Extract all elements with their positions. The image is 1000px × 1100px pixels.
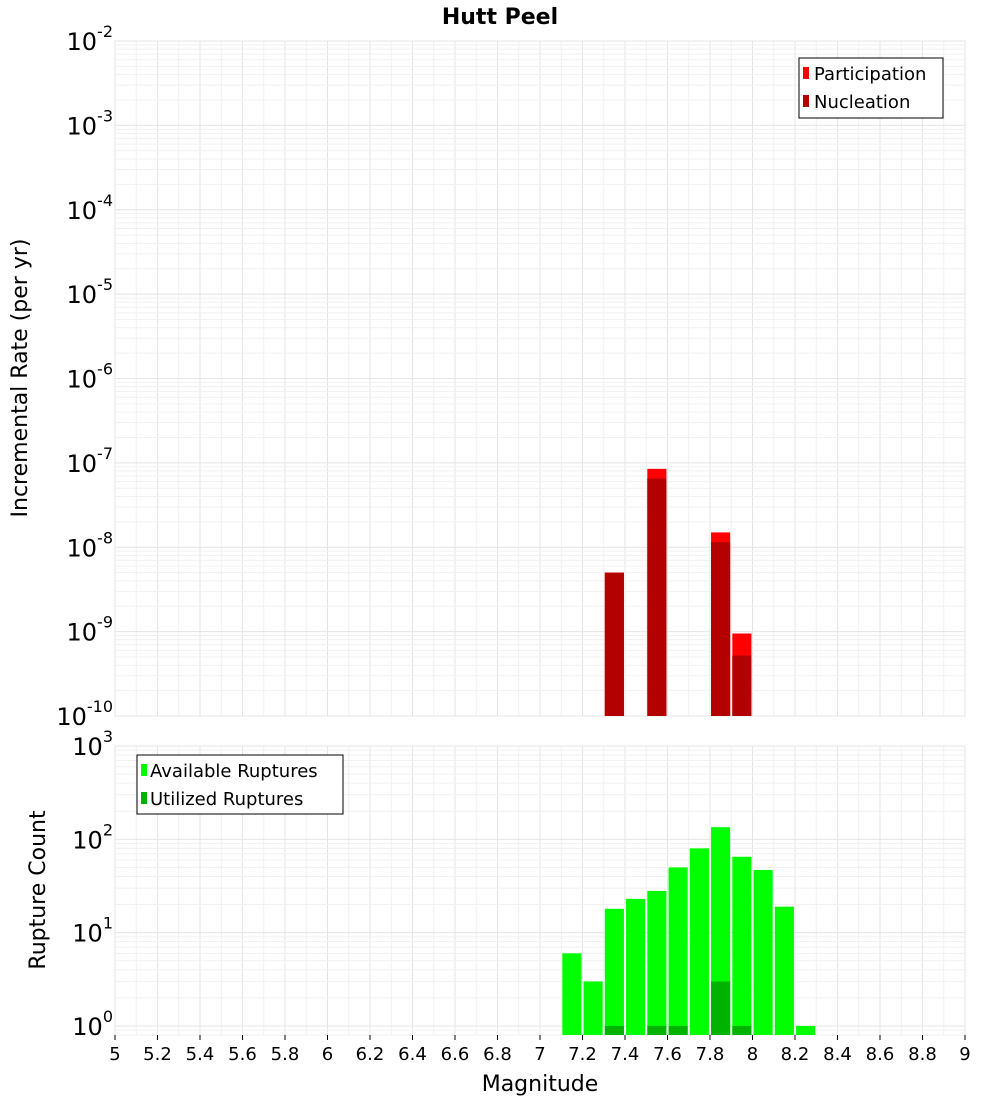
count-bar-available-ruptures — [796, 1025, 816, 1035]
x-tick-label: 9 — [959, 1044, 970, 1065]
rate-bar-nucleation — [604, 572, 624, 716]
count-bar-utilized-ruptures — [711, 981, 731, 1035]
count-bar-available-ruptures — [689, 848, 709, 1035]
rate-legend: Participation Nucleation — [798, 57, 944, 119]
count-bar-available-ruptures — [753, 869, 773, 1035]
x-tick-label: 6.2 — [356, 1044, 385, 1065]
count-bar-available-ruptures — [604, 908, 624, 1035]
y-tick-label: 100 — [72, 1007, 113, 1041]
x-tick-label: 6.8 — [483, 1044, 512, 1065]
count-bar-available-ruptures — [668, 867, 688, 1035]
x-tick-label: 7.6 — [653, 1044, 682, 1065]
x-tick-label: 8.8 — [908, 1044, 937, 1065]
y-tick-label: 101 — [72, 914, 113, 948]
rate-bar-nucleation — [647, 478, 667, 716]
y-tick-label: 103 — [72, 727, 113, 761]
x-tick-label: 8 — [747, 1044, 758, 1065]
x-tick-label: 5.2 — [143, 1044, 172, 1065]
y-tick-label: 10-9 — [67, 613, 114, 647]
x-tick-label: 5.8 — [271, 1044, 300, 1065]
legend-swatch-available — [141, 764, 147, 776]
rate-y-axis-label: Incremental Rate (per yr) — [8, 239, 33, 518]
count-plot-x-ticks: 5 5.2 5.4 5.6 5.8 6 6.2 6.4 6.6 6.8 7 7.2 7.4 7.6 7.8 8… — [109, 1035, 971, 1065]
rate-bar-nucleation — [711, 542, 731, 716]
count-bar-utilized-ruptures — [668, 1025, 688, 1035]
x-tick-label: 6.4 — [398, 1044, 427, 1065]
legend-swatch-participation — [803, 67, 809, 79]
y-tick-label: 10-8 — [67, 528, 114, 562]
count-bar-utilized-ruptures — [647, 1025, 667, 1035]
legend-label-available: Available Ruptures — [150, 761, 318, 782]
x-tick-label: 5.6 — [228, 1044, 257, 1065]
y-tick-label: 10-4 — [67, 191, 114, 225]
count-bar-available-ruptures — [647, 890, 667, 1035]
legend-label-utilized: Utilized Ruptures — [150, 789, 303, 810]
x-tick-label: 5 — [109, 1044, 120, 1065]
count-bar-available-ruptures — [562, 953, 582, 1035]
chart-title: Hutt Peel — [442, 5, 558, 30]
x-tick-label: 6 — [322, 1044, 333, 1065]
y-tick-label: 10-3 — [67, 106, 114, 140]
legend-swatch-utilized — [141, 792, 147, 804]
count-plot-bars — [562, 827, 816, 1035]
rate-bar-nucleation — [732, 655, 752, 716]
x-tick-label: 7.2 — [568, 1044, 597, 1065]
y-tick-label: 102 — [72, 820, 113, 854]
y-tick-label: 10-10 — [56, 697, 113, 731]
y-tick-label: 10-2 — [67, 22, 114, 56]
x-tick-label: 8.6 — [866, 1044, 895, 1065]
rate-plot-bars — [604, 468, 752, 716]
count-legend: Available Ruptures Utilized Ruptures — [136, 754, 344, 815]
x-tick-label: 7.8 — [696, 1044, 725, 1065]
count-bar-utilized-ruptures — [604, 1025, 624, 1035]
x-tick-label: 8.2 — [781, 1044, 810, 1065]
count-bar-utilized-ruptures — [732, 1025, 752, 1035]
rate-plot-y-ticks: 10-10 10-9 10-8 10-7 10-6 10-5 10-4 10-3 10-2 — [56, 22, 113, 731]
count-bar-available-ruptures — [583, 981, 603, 1035]
x-axis-label: Magnitude — [482, 1072, 599, 1097]
count-y-axis-label: Rupture Count — [26, 810, 51, 970]
y-tick-label: 10-7 — [67, 444, 114, 478]
count-bar-available-ruptures — [732, 856, 752, 1035]
count-plot-y-ticks: 100 101 102 103 — [72, 727, 113, 1041]
legend-swatch-nucleation — [803, 95, 809, 107]
rate-plot-grid — [114, 40, 966, 717]
legend-label-participation: Participation — [814, 64, 926, 85]
count-bar-available-ruptures — [626, 898, 646, 1035]
x-tick-label: 8.4 — [823, 1044, 852, 1065]
y-tick-label: 10-6 — [67, 360, 114, 394]
x-tick-label: 6.6 — [441, 1044, 470, 1065]
y-tick-label: 10-5 — [67, 275, 114, 309]
legend-label-nucleation: Nucleation — [814, 92, 910, 113]
x-tick-label: 7 — [534, 1044, 545, 1065]
x-tick-label: 5.4 — [186, 1044, 215, 1065]
count-bar-available-ruptures — [774, 906, 794, 1035]
x-tick-label: 7.4 — [611, 1044, 640, 1065]
